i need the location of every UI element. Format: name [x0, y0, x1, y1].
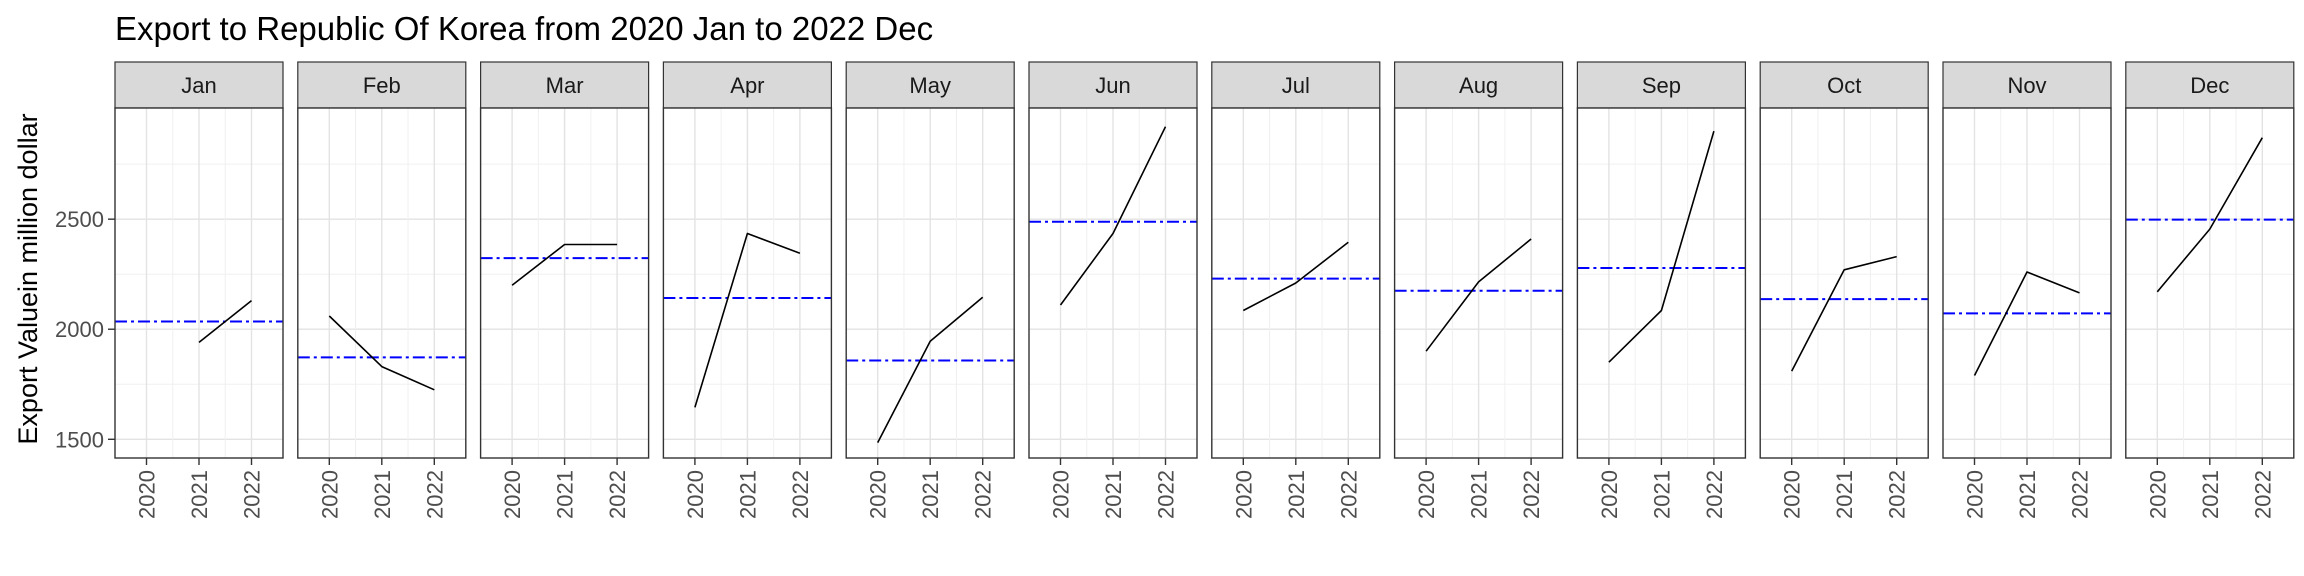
- data-line: [2156, 137, 2263, 293]
- facet-strip: [114, 61, 284, 109]
- x-tick-label: 2021: [735, 470, 760, 519]
- x-tick-label: 2020: [866, 470, 891, 519]
- facet-strip-label: Dec: [2190, 73, 2229, 98]
- x-tick-label: 2021: [370, 470, 395, 519]
- data-line: [876, 296, 984, 443]
- facet-panel-dec: Dec 2020 2021 2022: [2125, 61, 2295, 519]
- x-tick-label: 2020: [1414, 470, 1439, 519]
- facet-strip-label: Jun: [1095, 73, 1130, 98]
- facet-strip-label: Sep: [1642, 73, 1681, 98]
- facet-strip: [1576, 61, 1747, 109]
- data-line: [511, 243, 618, 286]
- facet-strip: [1759, 61, 1929, 109]
- data-line: [694, 232, 801, 408]
- y-tick-label: 1500: [55, 427, 104, 452]
- data-line: [1608, 130, 1715, 363]
- facet-strip: [2125, 61, 2295, 109]
- chart-title: Export to Republic Of Korea from 2020 Ja…: [115, 10, 933, 47]
- x-tick-label: 2021: [1467, 470, 1492, 519]
- data-line: [328, 315, 435, 391]
- y-tick-label: 2500: [55, 207, 104, 232]
- y-axis-title: Export Valuein million dollar: [13, 113, 43, 444]
- facet-strip: [297, 61, 467, 109]
- facet-strip: [1211, 61, 1381, 109]
- x-tick-label: 2021: [553, 470, 578, 519]
- x-tick-label: 2020: [1049, 470, 1074, 519]
- facet-panel-jun: Jun 2020 2021 2022: [1028, 61, 1198, 519]
- facet-strip-label: Jul: [1282, 73, 1310, 98]
- x-tick-label: 2022: [605, 470, 630, 519]
- facet-strip-label: Oct: [1827, 73, 1861, 98]
- x-tick-label: 2022: [1702, 470, 1727, 519]
- x-tick-label: 2022: [971, 470, 996, 519]
- facet-strip-label: Mar: [546, 73, 584, 98]
- x-tick-label: 2022: [1154, 470, 1179, 519]
- facet-strip-label: May: [909, 73, 951, 98]
- facet-panel-feb: Feb 2020 2021 2022: [297, 61, 467, 519]
- x-tick-label: 2020: [1597, 470, 1622, 519]
- facet-panel-may: May 2020 2021 2022: [845, 61, 1015, 519]
- y-tick-label: 2000: [55, 317, 104, 342]
- facet-panel-aug: Aug 2020 2021 2022: [1393, 61, 1564, 519]
- facet-panel-nov: Nov 2020 2021 2022: [1942, 61, 2112, 519]
- facet-strip-label: Nov: [2007, 73, 2046, 98]
- facet-panel-mar: Mar 2020 2021 2022: [479, 61, 650, 519]
- x-tick-label: 2022: [1336, 470, 1361, 519]
- facet-strip-label: Apr: [730, 73, 764, 98]
- data-line: [1059, 126, 1167, 306]
- x-tick-label: 2021: [1284, 470, 1309, 519]
- x-tick-label: 2021: [918, 470, 943, 519]
- facet-panel-apr: Apr 2020 2021 2022: [662, 61, 833, 519]
- facet-strip-label: Jan: [181, 73, 216, 98]
- facet-strip: [1942, 61, 2112, 109]
- x-tick-label: 2020: [683, 470, 708, 519]
- x-tick-label: 2022: [2250, 470, 2275, 519]
- x-tick-label: 2022: [1885, 470, 1910, 519]
- facet-panel-jul: Jul 2020 2021 2022: [1211, 61, 1381, 519]
- x-tick-label: 2020: [2145, 470, 2170, 519]
- x-tick-label: 2022: [240, 470, 265, 519]
- x-tick-label: 2020: [317, 470, 342, 519]
- x-tick-label: 2020: [1963, 470, 1988, 519]
- facet-strip: [480, 61, 650, 109]
- x-tick-label: 2021: [1832, 470, 1857, 519]
- x-tick-label: 2021: [2015, 470, 2040, 519]
- facet-strip: [845, 61, 1015, 109]
- facet-strip-label: Feb: [363, 73, 401, 98]
- x-tick-label: 2021: [2198, 470, 2223, 519]
- facet-strip: [662, 61, 833, 109]
- x-tick-label: 2020: [135, 470, 160, 519]
- x-tick-label: 2021: [187, 470, 212, 519]
- x-tick-label: 2020: [1780, 470, 1805, 519]
- facet-panel-sep: Sep 2020 2021 2022: [1576, 61, 1747, 519]
- data-line: [198, 299, 252, 344]
- facet-strip: [1028, 61, 1198, 109]
- x-tick-label: 2022: [1519, 470, 1544, 519]
- x-tick-label: 2020: [1231, 470, 1256, 519]
- facet-panels: Jan 2020 2021 2022 1500 2000 2500 Feb 2020 2021 20…: [55, 61, 2295, 519]
- x-tick-label: 2020: [500, 470, 525, 519]
- facet-panel-jan: Jan 2020 2021 2022 1500 2000 2500: [55, 61, 284, 519]
- x-tick-label: 2022: [422, 470, 447, 519]
- x-tick-label: 2022: [2068, 470, 2093, 519]
- x-tick-label: 2021: [1101, 470, 1126, 519]
- facet-panel-oct: Oct 2020 2021 2022: [1759, 61, 1929, 519]
- x-tick-label: 2021: [1649, 470, 1674, 519]
- x-tick-label: 2022: [788, 470, 813, 519]
- facet-strip-label: Aug: [1459, 73, 1498, 98]
